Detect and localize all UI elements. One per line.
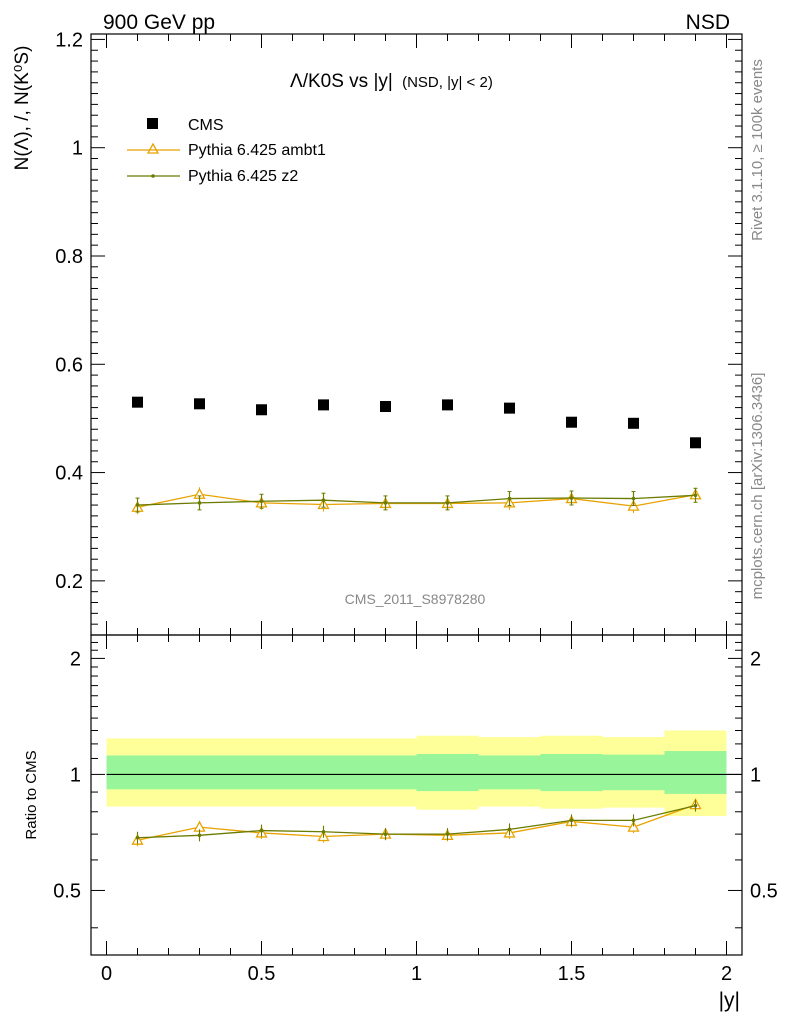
z2-ratio-point [259, 828, 264, 833]
z2-point [321, 498, 326, 502]
legend: CMS Pythia 6.425 ambt1 Pythia 6.425 z2 [127, 117, 326, 185]
mcplots-label: mcplots.cern.ch [arXiv:1306.3436] [749, 373, 766, 600]
z2-ratio-point [693, 803, 698, 808]
cms-point [566, 416, 577, 428]
cms-point [628, 417, 639, 429]
ratio-ytick-label-left: 1 [70, 764, 81, 786]
ratio-panel: 0.5 0.5 1 1 2 2 0 0.5 1 1.5 2 Ratio to CMS |y| [23, 634, 778, 1012]
z2-ratio-point [383, 832, 388, 836]
legend-ambt1-label: Pythia 6.425 ambt1 [188, 142, 326, 159]
ratio-band-green [354, 755, 417, 790]
ratio-band-green [416, 753, 479, 792]
ratio-ytick-label-left: 2 [70, 648, 81, 670]
ratio-band-green [168, 755, 231, 790]
main-data-marks [131, 396, 702, 515]
ratio-ytick-label-right: 1 [750, 764, 761, 786]
z2-point [569, 496, 574, 500]
z2-point [383, 501, 388, 505]
z2-ratio-point [135, 835, 140, 840]
z2-point [135, 503, 140, 507]
cms-point [318, 399, 329, 411]
ratio-xtick-label: 2 [721, 963, 732, 985]
ratio-band-green [478, 755, 541, 790]
main-title-sub: (NSD, |y| < 2) [402, 74, 493, 91]
ratio-band-green [540, 753, 603, 792]
ratio-band-green [230, 755, 293, 790]
z2-ratio-point [445, 832, 450, 836]
z2-ratio-point [507, 827, 512, 832]
legend-z2-marker [151, 174, 155, 178]
ratio-xtick-label: 0 [101, 963, 112, 985]
z2-ratio-point [631, 818, 636, 823]
z2-point [445, 501, 450, 505]
cms-point [442, 399, 453, 411]
z2-ratio-point [569, 818, 574, 823]
z2-point [507, 496, 512, 501]
ratio-ytick-label-left: 0.5 [53, 880, 81, 902]
z2-point [197, 501, 202, 505]
z2-point [693, 493, 698, 498]
ratio-ytick-label-right: 0.5 [750, 880, 778, 902]
legend-item-z2: Pythia 6.425 z2 [127, 168, 298, 185]
ratio-ytick-label-right: 2 [750, 648, 761, 670]
ratio-band-green [292, 755, 355, 790]
ratio-bands [106, 730, 742, 817]
z2-point [259, 499, 264, 504]
ratio-band-green [106, 755, 169, 790]
main-title-main: Λ/K0S vs |y| [290, 71, 393, 92]
z2-ratio-point [321, 829, 326, 834]
ratio-axis-ticks: 0.5 0.5 1 1 2 2 0 0.5 1 1.5 2 [53, 635, 778, 985]
cms-point [132, 396, 143, 408]
main-ylabel: N(Λ), /, N(K⁰S) [12, 46, 33, 171]
main-ytick-label: 0.2 [55, 571, 83, 593]
z2-ratio-line [137, 804, 696, 839]
ambt1-line [137, 493, 696, 508]
cms-point [504, 402, 515, 414]
ratio-ylabel: Ratio to CMS [23, 750, 40, 839]
legend-cms-label: CMS [188, 117, 224, 134]
legend-item-ambt1: Pythia 6.425 ambt1 [127, 142, 326, 159]
z2-ratio-point [197, 833, 202, 838]
main-title: Λ/K0S vs |y| (NSD, |y| < 2) [290, 71, 493, 92]
legend-z2-label: Pythia 6.425 z2 [188, 168, 298, 185]
legend-ambt1-marker [146, 142, 160, 154]
legend-item-cms: CMS [147, 117, 224, 134]
z2-point [631, 496, 636, 501]
header-right: NSD [686, 11, 730, 34]
main-ytick-label: 0.8 [55, 246, 83, 268]
main-ytick-label: 1 [72, 138, 83, 160]
main-ytick-label: 0.6 [55, 354, 83, 376]
ratio-xtick-label: 1 [411, 963, 422, 985]
rivet-label: Rivet 3.1.10, ≥ 100k events [749, 59, 766, 241]
watermark: CMS_2011_S8978280 [345, 591, 486, 607]
cms-point [194, 398, 205, 410]
ratio-band-green [664, 751, 727, 794]
cms-point [690, 437, 701, 449]
main-ytick-label: 1.2 [55, 29, 83, 51]
ratio-xtick-label: 0.5 [248, 963, 276, 985]
header-left: 900 GeV pp [103, 11, 215, 34]
legend-cms-marker [147, 118, 158, 129]
cms-point [380, 401, 391, 413]
z2-line [137, 494, 696, 506]
main-axis-ticks: 0.2 0.4 0.6 0.8 1 1.2 [55, 29, 742, 635]
ratio-frame [90, 634, 743, 956]
cms-point [256, 404, 267, 416]
ambt1-ratio-point [627, 820, 640, 832]
main-panel: 0.2 0.4 0.6 0.8 1 1.2 Λ/K0S vs |y| (NSD, |y| … [12, 29, 743, 636]
main-ytick-label: 0.4 [55, 463, 83, 485]
ratio-data-marks [131, 798, 702, 847]
ratio-xtick-label: 1.5 [558, 963, 586, 985]
ratio-band-green [602, 754, 665, 791]
ratio-xlabel: |y| [719, 989, 740, 1012]
ambt1-ratio-line [137, 803, 696, 841]
